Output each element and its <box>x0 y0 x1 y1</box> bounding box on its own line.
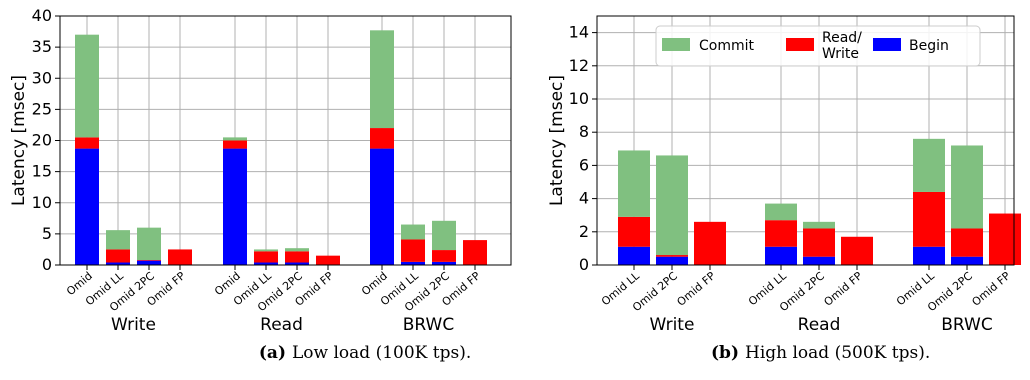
chart-b-bar-read-omid-fp-read-write <box>841 236 873 265</box>
chart-b-legend: Commit Read/ Write Begin <box>655 25 981 67</box>
caption-b: (b) High load (500K tps). <box>711 343 930 363</box>
chart-a-bar-read-omid-commit <box>223 137 247 141</box>
chart-b-bar-read-omid-2pc-commit <box>803 221 835 229</box>
chart-b-bar-brwc-omid-2pc-commit <box>951 145 983 229</box>
chart-a-bar-brwc-omid-ll-begin <box>401 261 425 265</box>
chart-a-bar-read-omid-begin <box>223 148 247 265</box>
chart-a-group-label-brwc: BRWC <box>403 315 454 335</box>
chart-b-ytick-label: 6 <box>579 155 589 174</box>
chart-a-bar-write-omid-2pc-begin <box>137 260 161 265</box>
chart-a-bar-write-omid-ll-read-write <box>106 249 130 263</box>
chart-a-bar-brwc-omid-ll-commit <box>401 224 425 240</box>
chart-b-bar-brwc-omid-2pc-read-write <box>951 228 983 257</box>
chart-a-bar-read-omid-2pc-begin <box>285 262 309 265</box>
chart-b-bar-write-omid-ll-commit <box>618 150 650 217</box>
chart-b-bar-write-omid-fp-read-write <box>694 221 726 265</box>
legend-label-read-write-line2: Write <box>822 46 859 62</box>
legend-swatch-read-write <box>786 38 814 51</box>
chart-a-ytick-label: 0 <box>42 255 52 274</box>
chart-b-group-label-write: Write <box>650 315 695 335</box>
chart-a-bar-write-omid-ll-begin <box>106 262 130 265</box>
chart-a-bar-write-omid-ll-commit <box>106 230 130 250</box>
chart-a-bar-read-omid-fp-read-write <box>316 255 340 265</box>
chart-b-ytick-label: 12 <box>569 56 589 75</box>
chart-b-plot-frame <box>596 15 1015 266</box>
chart-a-bar-read-omid-2pc-commit <box>285 248 309 252</box>
chart-a-bar-write-omid-begin <box>75 148 99 265</box>
chart-b-bar-read-omid-2pc-read-write <box>803 228 835 257</box>
chart-b-bar-brwc-omid-ll-begin <box>913 246 945 265</box>
caption-b-label: (b) <box>711 343 739 363</box>
chart-a-bar-brwc-omid-2pc-read-write <box>432 250 456 262</box>
chart-b-ytick-label: 0 <box>579 255 589 274</box>
chart-b-ytick-label: 10 <box>569 89 589 108</box>
chart-b-bar-write-omid-2pc-begin <box>656 256 688 265</box>
chart-b-ytick-label: 4 <box>579 189 589 208</box>
chart-b-y-axis-label: Latency [msec] <box>547 75 567 206</box>
legend-box <box>655 25 981 67</box>
chart-a-ytick-label: 5 <box>42 224 52 243</box>
chart-a-ytick-label: 40 <box>32 6 52 25</box>
chart-a-bar-write-omid-commit <box>75 34 99 138</box>
chart-a-bar-read-omid-2pc-read-write <box>285 251 309 263</box>
chart-a-bar-brwc-omid-ll-read-write <box>401 239 425 262</box>
chart-b-bar-read-omid-ll-begin <box>765 246 797 265</box>
chart-a-ytick-label: 25 <box>32 99 52 118</box>
legend-swatch-commit <box>662 38 690 51</box>
legend-label-begin: Begin <box>909 38 949 54</box>
chart-a-bar-brwc-omid-2pc-commit <box>432 220 456 251</box>
chart-a-bar-write-omid-2pc-commit <box>137 227 161 261</box>
chart-a-bar-brwc-omid-commit <box>370 30 394 129</box>
chart-a-bar-brwc-omid-begin <box>370 148 394 265</box>
chart-b-bar-write-omid-2pc-commit <box>656 155 688 256</box>
chart-b-bar-read-omid-ll-commit <box>765 203 797 221</box>
chart-b-bar-brwc-omid-ll-commit <box>913 138 945 192</box>
chart-a-bar-brwc-omid-read-write <box>370 128 394 149</box>
chart-a-ytick-label: 35 <box>32 37 52 56</box>
chart-b-bar-brwc-omid-fp-read-write <box>989 213 1021 265</box>
chart-b-ytick-label: 2 <box>579 222 589 241</box>
chart-b-xtick-label: Omid FP <box>821 269 865 309</box>
caption-a: (a) Low load (100K tps). <box>259 343 471 363</box>
chart-a-ytick-label: 30 <box>32 68 52 87</box>
chart-b-bar-read-omid-ll-read-write <box>765 220 797 247</box>
chart-b-xtick-label: Omid FP <box>969 269 1013 309</box>
chart-b-group-label-brwc: BRWC <box>941 315 992 335</box>
chart-b-bar-write-omid-ll-read-write <box>618 216 650 247</box>
caption-a-text: Low load (100K tps). <box>292 343 471 363</box>
chart-a-y-axis-label: Latency [msec] <box>9 75 29 206</box>
chart-a-bar-brwc-omid-2pc-begin <box>432 261 456 265</box>
chart-a-bar-brwc-omid-fp-read-write <box>463 240 487 265</box>
chart-a-bar-write-omid-2pc-read-write <box>137 260 161 261</box>
chart-a-ytick-label: 10 <box>32 193 52 212</box>
chart-b-bar-write-omid-ll-begin <box>618 246 650 265</box>
chart-a-bar-read-omid-ll-begin <box>254 262 278 265</box>
chart-a-group-label-read: Read <box>260 315 303 335</box>
chart-a-group-label-write: Write <box>111 315 156 335</box>
chart-b-ytick-label: 8 <box>579 122 589 141</box>
legend-label-commit: Commit <box>699 38 755 54</box>
chart-a-bar-write-omid-read-write <box>75 137 99 149</box>
chart-a-bar-read-omid-ll-commit <box>254 249 278 252</box>
chart-a-bar-read-omid-ll-read-write <box>254 251 278 263</box>
chart-b-bar-brwc-omid-2pc-begin <box>951 256 983 265</box>
caption-b-text: High load (500K tps). <box>745 343 930 363</box>
chart-a-ytick-label: 15 <box>32 162 52 181</box>
chart-b-bar-read-omid-2pc-begin <box>803 256 835 265</box>
chart-b-group-label-read: Read <box>798 315 841 335</box>
legend-label-read-write-line1: Read/ <box>822 30 862 46</box>
chart-b-xtick-label: Omid FP <box>674 269 718 309</box>
chart-a-bar-read-omid-read-write <box>223 140 247 149</box>
legend-swatch-begin <box>873 38 901 51</box>
chart-b-bar-brwc-omid-ll-read-write <box>913 191 945 247</box>
chart-b-bar-write-omid-2pc-read-write <box>656 255 688 257</box>
chart-a-bar-write-omid-fp-read-write <box>168 249 192 265</box>
caption-a-label: (a) <box>259 343 286 363</box>
chart-b-ytick-label: 14 <box>569 23 589 42</box>
chart-a-ytick-label: 20 <box>32 131 52 150</box>
